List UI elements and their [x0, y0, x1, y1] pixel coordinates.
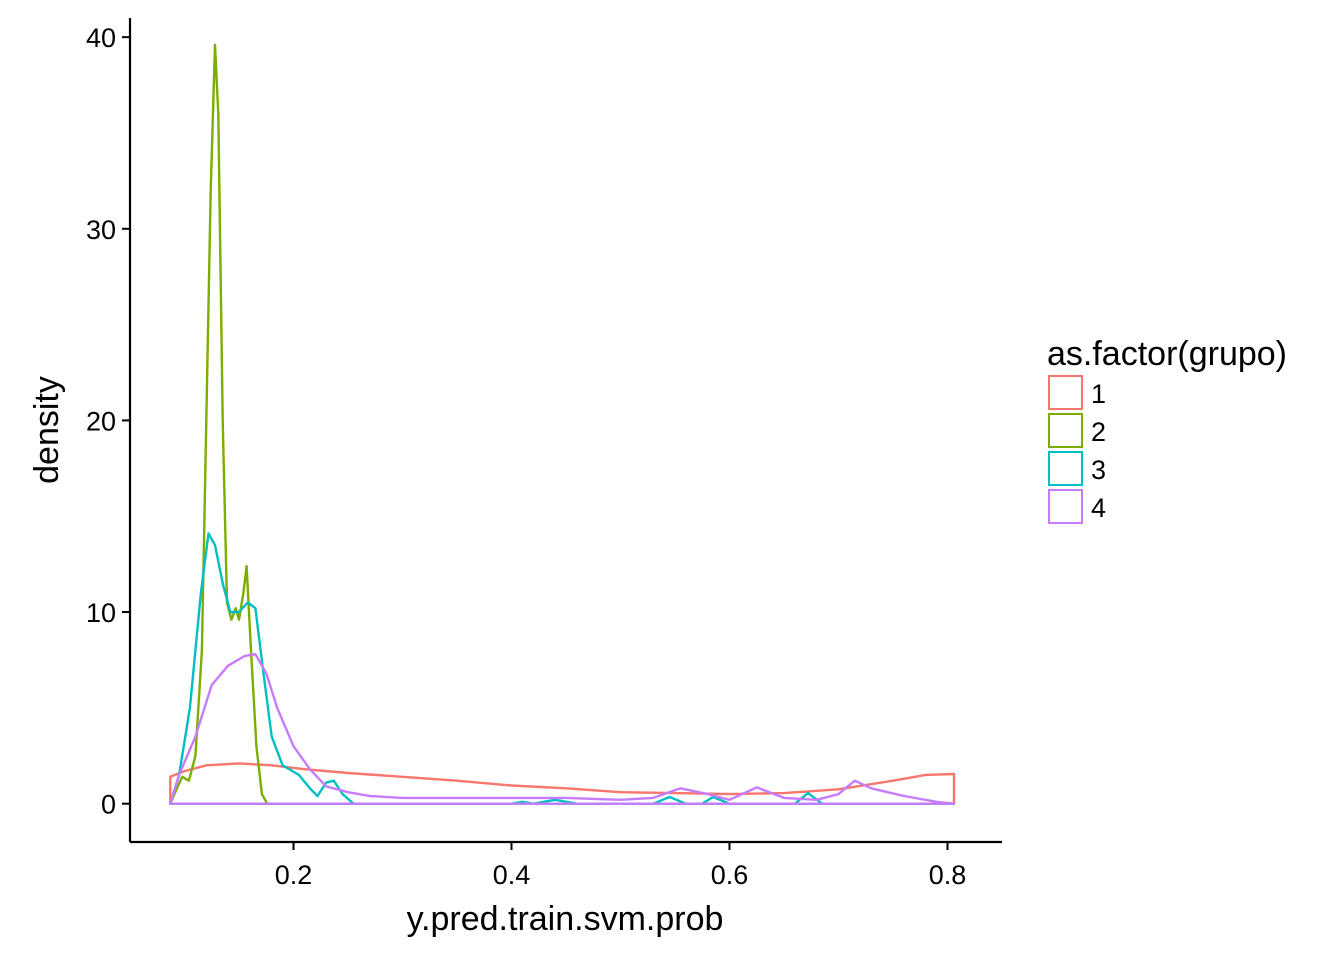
- legend-label-4: 4: [1091, 493, 1106, 523]
- y-tick-label: 10: [86, 598, 116, 628]
- x-axis-title: y.pred.train.svm.prob: [407, 900, 724, 938]
- series-layer: [169, 43, 956, 805]
- x-ticks: 0.2 0.4 0.6 0.8: [275, 842, 967, 890]
- x-tick-label: 0.8: [929, 860, 967, 890]
- x-tick-label: 0.2: [275, 860, 313, 890]
- legend-key-3: [1048, 451, 1083, 486]
- y-tick-label: 30: [86, 215, 116, 245]
- density-series-1: [169, 762, 956, 805]
- axes-layer: 0.2 0.4 0.6 0.8 0 10 20 30 40: [86, 18, 1002, 890]
- legend-label-2: 2: [1091, 417, 1106, 447]
- legend-label-1: 1: [1091, 379, 1106, 409]
- legend-key-2: [1048, 413, 1083, 448]
- legend-key-4: [1048, 489, 1083, 524]
- legend-title: as.factor(grupo): [1047, 335, 1287, 373]
- x-tick-label: 0.6: [711, 860, 749, 890]
- y-axis-title: density: [28, 376, 66, 484]
- density-series-2: [169, 43, 269, 805]
- legend: as.factor(grupo) 1 2 3 4: [1047, 335, 1287, 524]
- density-series-4: [169, 653, 956, 805]
- legend-entries: 1 2 3 4: [1048, 375, 1106, 524]
- y-tick-label: 20: [86, 406, 116, 436]
- y-tick-label: 40: [86, 23, 116, 53]
- density-series-3: [169, 532, 956, 805]
- y-ticks: 0 10 20 30 40: [86, 23, 130, 820]
- legend-label-3: 3: [1091, 455, 1106, 485]
- x-tick-label: 0.4: [493, 860, 531, 890]
- y-tick-label: 0: [101, 790, 116, 820]
- legend-key-1: [1048, 375, 1083, 410]
